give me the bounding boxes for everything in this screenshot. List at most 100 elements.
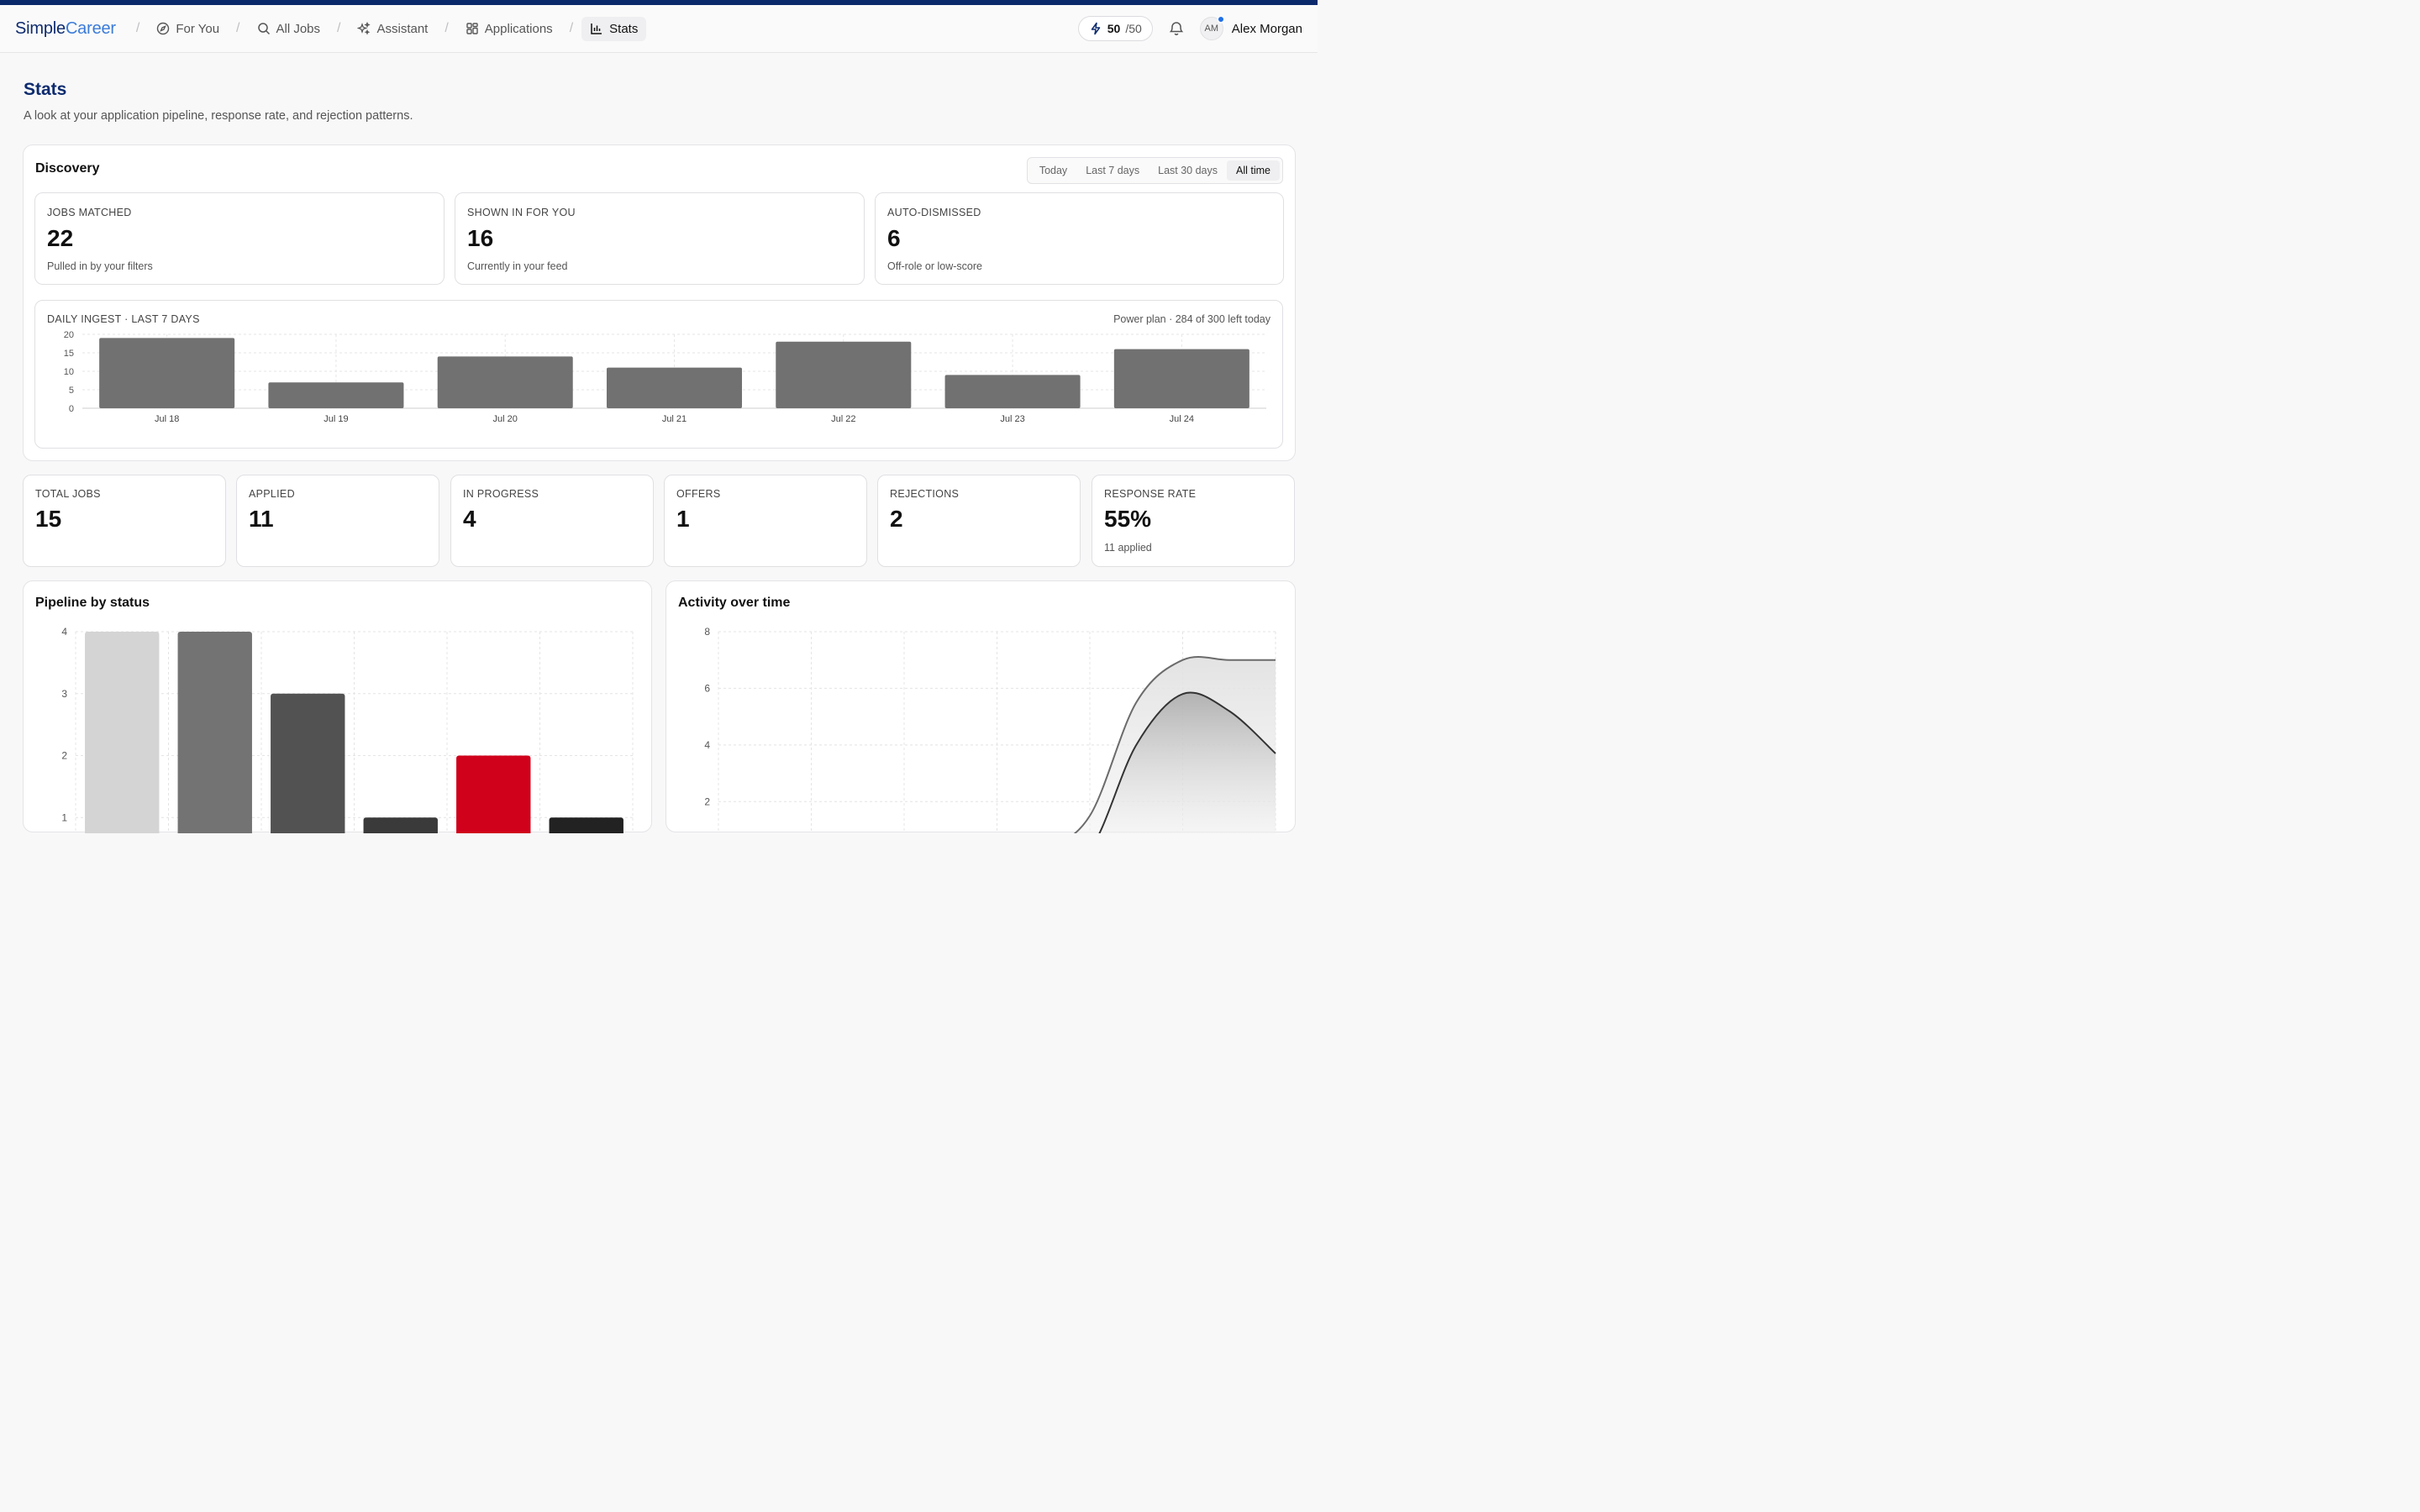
activity-chart: 2 4 6 8 [704,626,1276,833]
activity-line [1073,656,1276,833]
metric-note: Pulled in by your filters [47,260,153,272]
nav-label: Stats [609,21,639,36]
user-menu[interactable]: AM Alex Morgan [1199,15,1302,40]
header-actions: 50/50 AM Alex Morgan [1077,15,1302,41]
x-tick-label: Jul 23 [1000,414,1024,424]
metric-value: 55% [1104,506,1152,532]
top-navigation-bar: SimpleCareer / For You / All Jobs / Assi… [0,5,1318,53]
nav-label: For You [176,21,220,36]
ingest-bar [99,338,235,408]
nav-label: Applications [484,21,553,36]
range-all-time[interactable]: All time [1227,160,1280,181]
metric-label: AUTO-DISMISSED [887,207,981,218]
response-rate-card: RESPONSE RATE 55% 11 applied [1092,475,1295,567]
main-nav: / For You / All Jobs / Assistant / Appli… [128,16,647,41]
y-tick-label: 10 [64,367,74,377]
metric-label: JOBS MATCHED [47,207,132,218]
y-tick-label: 2 [704,795,710,807]
in-progress-card: IN PROGRESS 4 [450,475,654,567]
nav-for-you[interactable]: For You [148,17,228,41]
metric-label: RESPONSE RATE [1104,488,1197,500]
range-last-7-days[interactable]: Last 7 days [1086,165,1140,176]
x-tick-label: Jul 24 [1170,414,1194,424]
status-bar [456,755,531,833]
pipeline-title: Pipeline by status [35,596,150,610]
auto-dismissed-card: AUTO-DISMISSED 6 Off-role or low-score [875,192,1284,285]
discovery-card: Discovery Today Last 7 days Last 30 days… [23,144,1296,461]
search-icon [257,23,270,35]
nav-stats[interactable]: Stats [581,16,647,41]
x-tick-label: Jul 20 [493,414,518,424]
plan-quota-note: Power plan · 284 of 300 left today [1113,313,1270,325]
metric-label: OFFERS [676,488,721,500]
metric-label: REJECTIONS [890,488,960,500]
x-tick-label: Jul 22 [831,414,855,424]
sparkles-icon [357,22,371,35]
x-tick-label: Jul 21 [662,414,687,424]
nav-separator: / [135,21,140,35]
top-accent-stripe [0,0,1318,5]
pipeline-by-status-panel: Pipeline by status 1 2 3 4 [23,580,652,833]
credits-used: 50 [1107,22,1121,35]
y-tick-label: 4 [704,739,710,751]
activity-line [1098,691,1276,833]
ingest-bar [944,375,1081,408]
bell-icon[interactable] [1168,20,1185,37]
metric-value: 22 [47,225,74,251]
ingest-bar [606,367,743,408]
nav-label: Assistant [376,21,429,36]
nav-separator: / [445,21,449,35]
notification-dot [1216,15,1225,24]
nav-separator: / [569,21,574,35]
jobs-matched-card: JOBS MATCHED 22 Pulled in by your filter… [34,192,445,285]
nav-assistant[interactable]: Assistant [349,17,436,41]
metric-label: SHOWN IN FOR YOU [467,207,576,218]
ingest-label: DAILY INGEST · LAST 7 DAYS [47,313,200,325]
metric-note: Off-role or low-score [887,260,982,272]
metric-note: Currently in your feed [467,260,568,272]
status-bar [549,817,623,833]
daily-ingest-chart: 0 5 10 15 20 Jul 18 Jul 19 Jul 20 Jul 21 Jul 22 Ju… [64,330,1266,424]
y-tick-label: 8 [704,626,710,638]
nav-all-jobs[interactable]: All Jobs [249,17,329,41]
y-tick-label: 5 [69,386,74,396]
x-tick-label: Jul 19 [324,414,348,424]
activity-title: Activity over time [678,596,791,610]
status-bar [363,817,438,833]
x-tick-label: Jul 18 [155,414,179,424]
metric-value: 15 [35,506,62,532]
y-tick-label: 0 [69,404,74,414]
y-tick-label: 20 [64,330,74,340]
ingest-bar [437,356,573,408]
brand-logo[interactable]: SimpleCareer [15,18,116,38]
range-today[interactable]: Today [1039,165,1068,176]
nav-separator: / [337,21,341,35]
activity-over-time-panel: Activity over time 2 4 6 8 [666,580,1296,833]
y-tick-label: 4 [61,626,67,638]
y-tick-label: 3 [61,688,67,700]
status-bar [271,693,345,833]
y-tick-label: 2 [61,750,67,762]
offers-card: OFFERS 1 [664,475,867,567]
total-jobs-card: TOTAL JOBS 15 [23,475,226,567]
daily-ingest-card: DAILY INGEST · LAST 7 DAYS Power plan · … [34,300,1283,449]
rejections-card: REJECTIONS 2 [877,475,1081,567]
range-last-30-days[interactable]: Last 30 days [1158,165,1218,176]
pipeline-chart: 1 2 3 4 [61,626,634,833]
credits-badge[interactable]: 50/50 [1077,16,1153,41]
ingest-bar [776,341,912,408]
nav-label: All Jobs [276,21,321,36]
activity-area [1099,692,1276,833]
metric-value: 4 [463,506,476,532]
metric-value: 6 [887,225,901,251]
avatar: AM [1199,15,1225,40]
discovery-title: Discovery [35,161,100,176]
bar-chart-icon [591,24,602,34]
compass-icon [157,22,170,35]
metric-value: 16 [467,225,494,251]
time-range-selector: Today Last 7 days Last 30 days All time [1026,157,1283,184]
nav-applications[interactable]: Applications [457,17,561,41]
applied-card: APPLIED 11 [236,475,439,567]
user-name: Alex Morgan [1231,21,1302,36]
page-title: Stats [24,80,67,99]
